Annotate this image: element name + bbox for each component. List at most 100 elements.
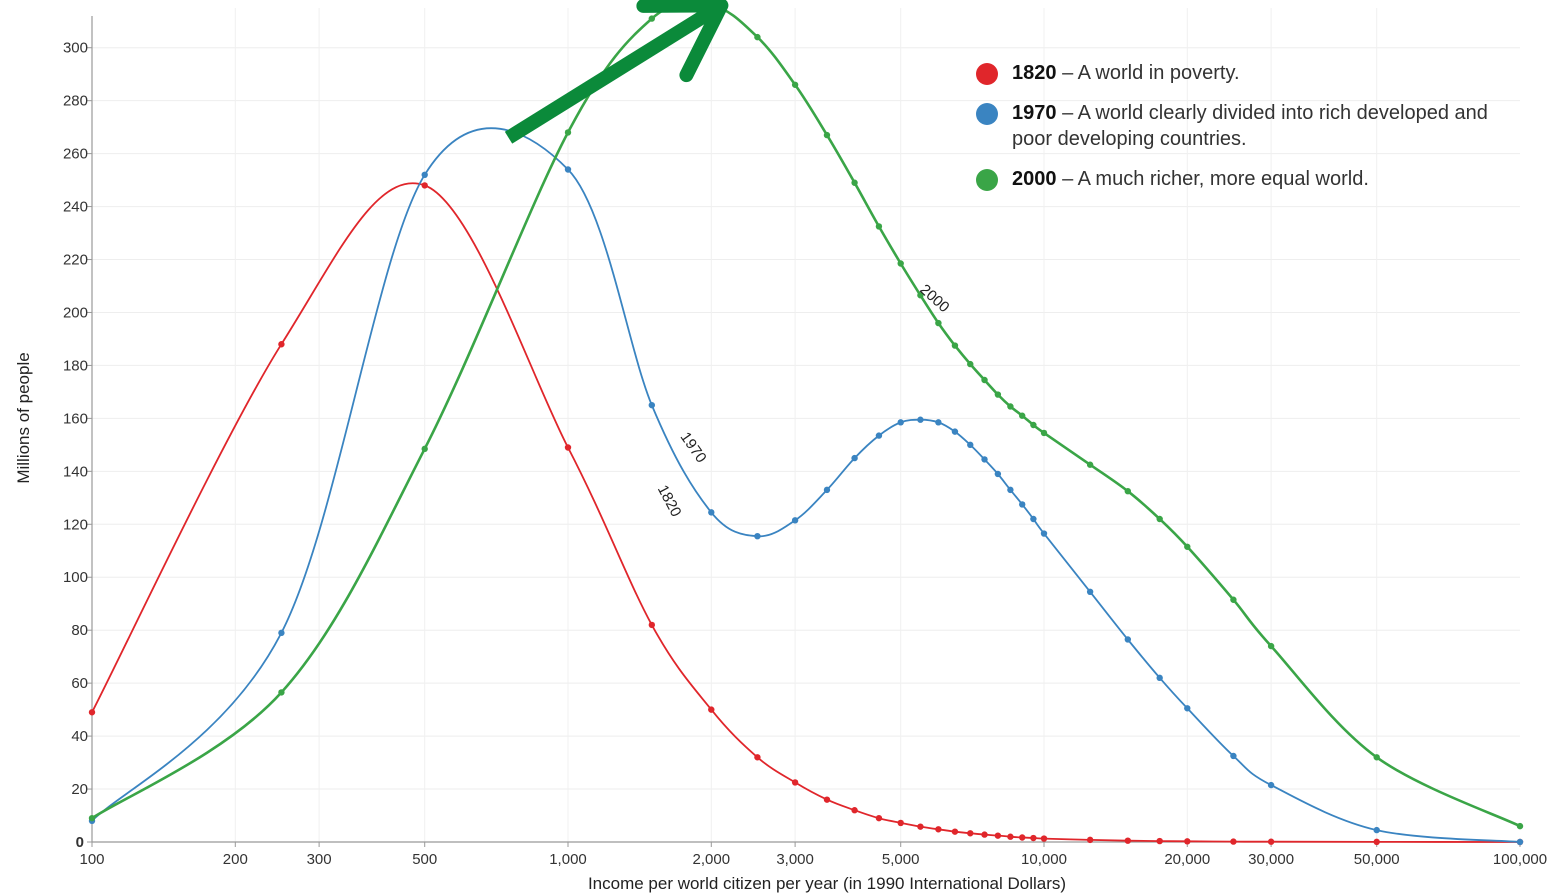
legend: 1820 – A world in poverty. 1970 – A worl…	[976, 60, 1536, 206]
data-point-1820	[708, 706, 715, 713]
data-point-2000	[1007, 403, 1014, 410]
legend-text: – A world in poverty.	[1062, 62, 1240, 84]
legend-item-2000: 2000 – A much richer, more equal world.	[976, 166, 1536, 192]
data-point-2000	[981, 376, 988, 384]
data-point-1970	[1019, 501, 1026, 508]
data-point-1970	[967, 441, 974, 449]
data-point-1970	[823, 486, 831, 494]
data-point-1820	[917, 823, 924, 830]
legend-swatch-2000	[976, 169, 998, 191]
y-axis-title: Millions of people	[14, 352, 33, 483]
data-point-2000	[967, 360, 974, 368]
data-point-1970	[981, 456, 988, 463]
x-tick-label: 20,000	[1164, 851, 1210, 868]
data-point-2000	[1516, 822, 1524, 830]
data-point-1970	[754, 533, 761, 540]
data-point-1820	[564, 444, 572, 451]
data-point-1970	[917, 416, 924, 423]
data-point-2000	[648, 15, 656, 22]
data-point-1820	[851, 807, 858, 814]
series-lines	[88, 1, 1524, 846]
data-point-1820	[1230, 838, 1237, 845]
data-point-2000	[1267, 642, 1275, 650]
arrow-shaft	[504, 4, 717, 144]
data-point-2000	[564, 129, 572, 136]
data-point-1820	[1030, 834, 1037, 842]
y-tick-label: 100	[63, 569, 88, 586]
y-tick-label: 180	[63, 357, 88, 374]
data-point-1970	[1124, 636, 1132, 643]
x-tick-label: 100,000	[1493, 851, 1547, 868]
curve-labels: 1820 1970 2000	[654, 281, 953, 520]
data-point-1970	[1230, 752, 1237, 760]
data-point-1970	[1086, 588, 1094, 595]
data-point-2000	[994, 391, 1002, 398]
data-point-2000	[917, 292, 924, 299]
data-point-1970	[1030, 515, 1037, 523]
data-point-1820	[897, 819, 904, 827]
y-tick-label: 160	[63, 410, 88, 427]
x-tick-label: 500	[412, 851, 437, 868]
legend-text: – A much richer, more equal world.	[1062, 168, 1369, 190]
data-point-1970	[1184, 705, 1191, 712]
data-point-2000	[421, 445, 428, 453]
data-point-1820	[1184, 838, 1191, 845]
data-point-2000	[754, 33, 761, 41]
data-point-1970	[708, 509, 715, 516]
data-point-1970	[791, 517, 799, 524]
data-point-2000	[1124, 487, 1132, 495]
data-point-1820	[648, 621, 656, 629]
data-point-1820	[967, 830, 974, 837]
legend-text: – A world clearly divided into rich deve…	[1012, 102, 1488, 150]
data-point-1820	[1124, 837, 1132, 844]
y-tick-label: 140	[63, 463, 88, 480]
curve-label-2000: 2000	[916, 281, 952, 316]
data-point-1820	[823, 796, 831, 803]
y-tick-label: 20	[71, 781, 88, 798]
y-tick-label: 200	[63, 304, 88, 321]
data-point-2000	[875, 223, 883, 230]
legend-year: 1970	[1012, 102, 1057, 124]
legend-swatch-1820	[976, 63, 998, 85]
data-point-2000	[935, 319, 942, 327]
x-tick-label: 2,000	[693, 851, 731, 868]
data-point-1970	[951, 428, 959, 435]
legend-item-1820: 1820 – A world in poverty.	[976, 60, 1536, 86]
x-axis-title: Income per world citizen per year (in 19…	[588, 874, 1066, 893]
data-point-2000	[1030, 421, 1037, 429]
data-point-1820	[1373, 838, 1380, 846]
data-point-1820	[981, 831, 988, 838]
y-tick-label: 60	[71, 675, 88, 692]
y-tick-label: 120	[63, 516, 88, 533]
y-tick-label: 220	[63, 252, 88, 269]
data-point-1820	[754, 754, 761, 761]
data-point-2000	[851, 179, 858, 186]
curve-label-1970: 1970	[677, 429, 710, 466]
data-point-1970	[1156, 674, 1163, 682]
y-tick-label: 80	[71, 622, 88, 639]
series-line-1970	[91, 127, 1521, 843]
data-point-2000	[1184, 543, 1191, 550]
data-point-2000	[88, 814, 96, 822]
data-point-1820	[278, 341, 285, 348]
x-tick-label: 10,000	[1021, 851, 1067, 868]
arrow-head	[636, 0, 729, 83]
data-point-1970	[421, 171, 428, 178]
growth-arrow	[504, 0, 729, 144]
data-point-1970	[1007, 486, 1014, 494]
data-point-1820	[1086, 836, 1094, 844]
data-point-1820	[421, 182, 428, 189]
y-tick-label: 260	[63, 146, 88, 163]
data-point-1970	[897, 419, 904, 426]
series-1820	[88, 182, 1524, 846]
legend-year: 2000	[1012, 168, 1057, 190]
legend-item-1970: 1970 – A world clearly divided into rich…	[976, 100, 1536, 152]
data-point-2000	[1156, 515, 1163, 523]
series-1970	[88, 127, 1524, 846]
x-tick-label: 3,000	[776, 851, 814, 868]
data-point-1820	[1267, 838, 1275, 845]
data-point-1970	[1267, 781, 1275, 789]
x-tick-label: 1,000	[549, 851, 587, 868]
data-point-1970	[1373, 826, 1380, 834]
